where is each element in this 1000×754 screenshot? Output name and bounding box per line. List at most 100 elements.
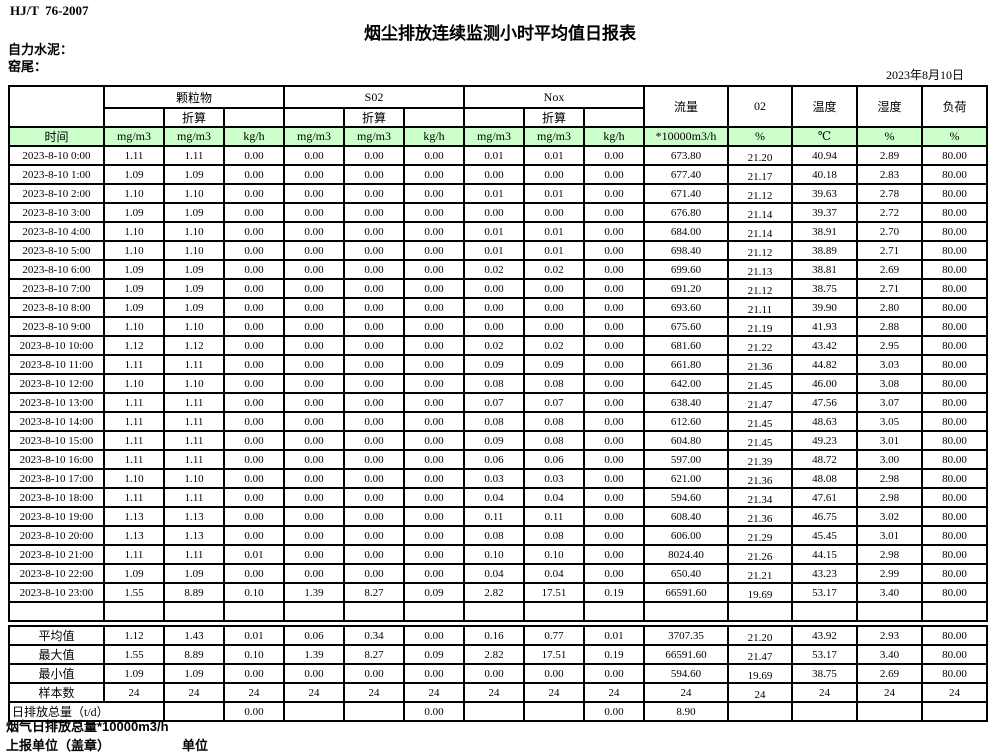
cell-value: 2.72 — [856, 202, 923, 223]
cell-value: 24 — [727, 682, 793, 703]
cell-value: 53.17 — [791, 644, 858, 665]
cell-value: 38.75 — [791, 278, 858, 299]
cell-value: 1.10 — [163, 316, 225, 337]
cell-value: 2.71 — [856, 240, 923, 261]
cell-value: 0.00 — [223, 701, 285, 722]
unit-cell: mg/m3 — [163, 126, 225, 147]
cell-value: 0.00 — [583, 506, 645, 527]
cell-value: 0.00 — [403, 164, 465, 185]
header-load: 负荷 — [921, 85, 988, 128]
unit-cell-load: % — [921, 126, 988, 147]
cell-value: 0.00 — [583, 373, 645, 394]
cell-value: 38.81 — [791, 259, 858, 280]
table-row: 2023-8-10 10:00 1.12 1.12 0.00 0.00 0.00 0.00 0… — [8, 335, 988, 356]
cell-time: 2023-8-10 3:00 — [8, 202, 105, 223]
cell-value: 0.00 — [583, 411, 645, 432]
cell-value: 1.09 — [163, 278, 225, 299]
cell-value: 2.69 — [856, 259, 923, 280]
cell-value: 80.00 — [921, 487, 988, 508]
cell-value: 612.60 — [643, 411, 729, 432]
cell-value: 21.45 — [727, 411, 793, 432]
cell-empty — [223, 601, 285, 622]
cell-value: 21.36 — [727, 354, 793, 375]
cell-value: 38.75 — [791, 663, 858, 684]
cell-value: 0.00 — [223, 145, 285, 166]
daily-total-row: 日排放总量（t/d） 0.00 0.00 0.00 8.90 — [8, 701, 988, 722]
cell-value: 24 — [921, 682, 988, 703]
cell-time: 2023-8-10 8:00 — [8, 297, 105, 318]
cell-value: 1.13 — [163, 506, 225, 527]
cell-value: 1.10 — [103, 316, 165, 337]
cell-value: 642.00 — [643, 373, 729, 394]
cell-value: 0.00 — [223, 164, 285, 185]
cell-value: 0.00 — [223, 663, 285, 684]
cell-value: 594.60 — [643, 487, 729, 508]
cell-value: 0.00 — [343, 487, 405, 508]
cell-value: 0.00 — [343, 202, 405, 223]
cell-time: 2023-8-10 21:00 — [8, 544, 105, 565]
cell-value: 0.00 — [343, 221, 405, 242]
cell-value: 3.05 — [856, 411, 923, 432]
unit-cell: kg/h — [583, 126, 645, 147]
cell-value: 46.75 — [791, 506, 858, 527]
cell-value: 0.00 — [283, 335, 345, 356]
cell-value: 0.00 — [583, 259, 645, 280]
unit-cell-o2: % — [727, 126, 793, 147]
cell-value: 1.10 — [103, 468, 165, 489]
cell-value: 0.00 — [283, 411, 345, 432]
cell-value: 0.06 — [523, 449, 585, 470]
table-row: 2023-8-10 9:00 1.10 1.10 0.00 0.00 0.00 0.00 0.… — [8, 316, 988, 337]
cell-value: 47.56 — [791, 392, 858, 413]
cell-value: 24 — [103, 682, 165, 703]
cell-value: 0.00 — [403, 354, 465, 375]
cell-value: 0.00 — [283, 506, 345, 527]
sub-converted-particulate: 折算 — [163, 107, 225, 128]
cell-value: 53.17 — [791, 582, 858, 603]
sub-converted-nox: 折算 — [523, 107, 585, 128]
cell-value: 2.88 — [856, 316, 923, 337]
table-row: 2023-8-10 19:00 1.13 1.13 0.00 0.00 0.00 0.00 0… — [8, 506, 988, 527]
cell-value: 38.91 — [791, 221, 858, 242]
cell-value: 0.00 — [463, 316, 525, 337]
cell-value: 0.08 — [523, 430, 585, 451]
cell-value: 80.00 — [921, 278, 988, 299]
cell-empty — [523, 601, 585, 622]
cell-value: 0.11 — [523, 506, 585, 527]
cell-value: 0.00 — [583, 335, 645, 356]
cell-empty — [343, 601, 405, 622]
table-row: 2023-8-10 20:00 1.13 1.13 0.00 0.00 0.00 0.00 0… — [8, 525, 988, 546]
cell-value: 0.00 — [583, 202, 645, 223]
cell-value: 39.90 — [791, 297, 858, 318]
cell-value: 0.00 — [343, 506, 405, 527]
cell-value: 0.01 — [583, 625, 645, 646]
cell-value: 24 — [343, 682, 405, 703]
cell-value: 1.10 — [163, 183, 225, 204]
cell-value: 3.01 — [856, 430, 923, 451]
report-date: 2023年8月10日 — [885, 68, 964, 82]
cell-value: 0.04 — [463, 563, 525, 584]
cell-value: 24 — [856, 682, 923, 703]
cell-value: 1.12 — [103, 625, 165, 646]
cell-empty — [583, 601, 645, 622]
cell-value: 0.00 — [583, 701, 645, 722]
cell-value: 39.37 — [791, 202, 858, 223]
cell-value: 19.69 — [727, 663, 793, 684]
cell-value: 21.22 — [727, 335, 793, 356]
cell-time: 2023-8-10 20:00 — [8, 525, 105, 546]
cell-value: 0.00 — [283, 392, 345, 413]
header-o2: 02 — [727, 85, 793, 128]
cell-value: 0.00 — [583, 221, 645, 242]
cell-value: 0.08 — [463, 525, 525, 546]
unit-cell: mg/m3 — [103, 126, 165, 147]
cell-value: 0.00 — [223, 563, 285, 584]
cell-empty — [856, 601, 923, 622]
cell-value: 0.00 — [283, 544, 345, 565]
cell-value: 24 — [403, 682, 465, 703]
cell-value: 0.00 — [343, 164, 405, 185]
cell-value: 0.00 — [523, 278, 585, 299]
cell-value: 0.00 — [403, 506, 465, 527]
cell-value: 0.00 — [583, 297, 645, 318]
group-header-nox: Nox — [463, 85, 645, 109]
cell-value: 21.45 — [727, 430, 793, 451]
table-row: 2023-8-10 6:00 1.09 1.09 0.00 0.00 0.00 0.00 0.… — [8, 259, 988, 280]
